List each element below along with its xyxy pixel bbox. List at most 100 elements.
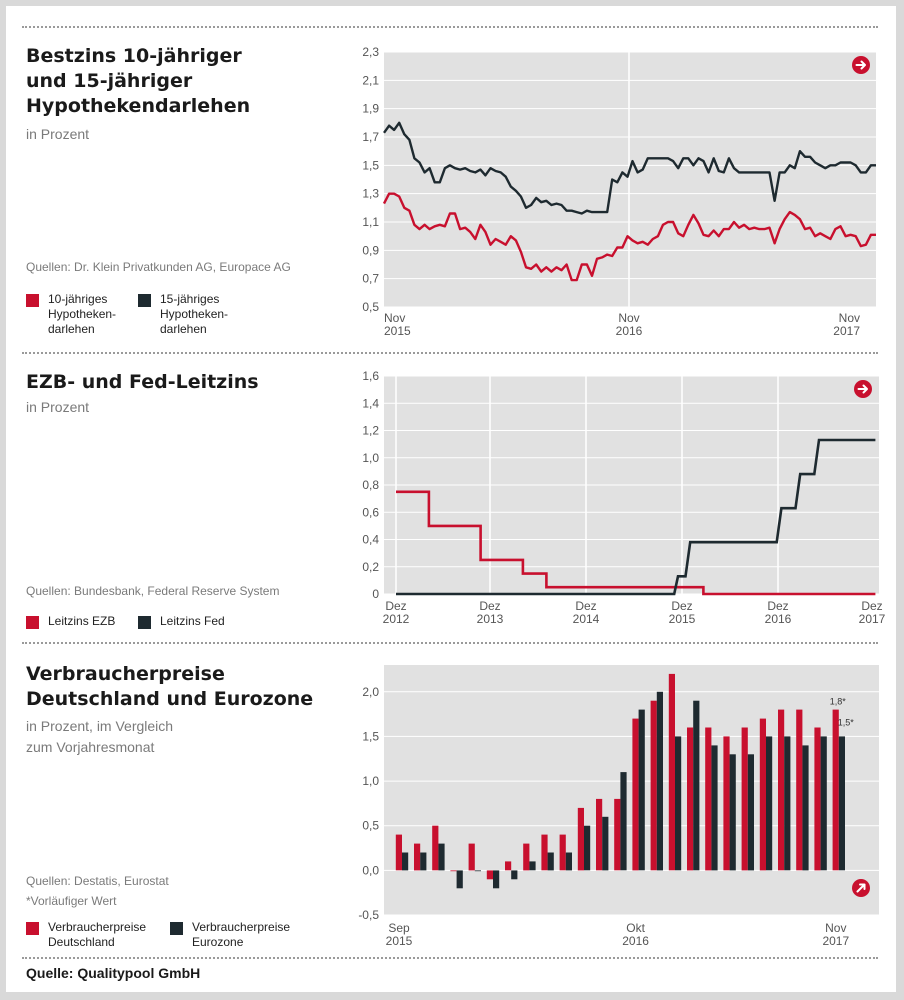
separator: [22, 957, 878, 959]
legend-swatch-dark: [138, 616, 151, 629]
bar-eurozone: [493, 870, 500, 889]
legend-swatch-red: [26, 922, 39, 935]
mortgage-xtick-label: Nov: [618, 311, 639, 325]
mortgage-ytick-label: 1,1: [362, 215, 379, 229]
series-line-ecb: [396, 490, 876, 596]
panel2-subtitle: in Prozent: [26, 399, 90, 415]
series-line-fed: [396, 438, 876, 596]
arrow-right-circle-icon-arrow: [857, 384, 868, 394]
legend-label-ecb: Leitzins EZB: [48, 614, 116, 628]
keyrate-xtick-label: 2017: [859, 612, 886, 626]
bar-germany: [741, 727, 748, 871]
bar-eurozone: [711, 745, 718, 871]
keyrate-ytick-label: 0: [372, 587, 379, 601]
bar-germany: [796, 709, 803, 871]
legend-label-fed: Leitzins Fed: [160, 614, 225, 628]
legend-item-eurozone: Verbraucherpreise Eurozone: [170, 920, 290, 950]
bar-eurozone: [820, 736, 827, 871]
panel2-title: EZB- und Fed-Leitzins: [26, 371, 259, 393]
bar-germany: [614, 798, 621, 871]
legend-label-eurozone: Verbraucherpreise Eurozone: [192, 920, 291, 949]
key-rate-chart: 00,20,40,60,81,01,21,41,6Dez2012Dez2013D…: [362, 369, 886, 626]
bar-eurozone: [420, 852, 427, 871]
separator: [22, 26, 878, 28]
legend-swatch-dark: [138, 294, 151, 307]
mortgage-ytick-label: 0,7: [362, 272, 379, 286]
plot-area: [384, 52, 876, 307]
mortgage-xtick-label: 2017: [833, 324, 860, 338]
series-line-10-year: [382, 192, 876, 282]
panel2-source: Quellen: Bundesbank, Federal Reserve Sys…: [26, 584, 280, 598]
legend-swatch-red: [26, 616, 39, 629]
keyrate-ytick-label: 0,2: [362, 560, 379, 574]
prices-ytick-label: 0,5: [362, 819, 379, 833]
mortgage-xtick-label: Nov: [384, 311, 405, 325]
bar-eurozone: [565, 852, 572, 871]
bar-germany: [832, 709, 839, 871]
mortgage-ytick-label: 2,3: [362, 45, 379, 59]
bar-eurozone: [656, 691, 663, 871]
mortgage-ytick-label: 1,3: [362, 187, 379, 201]
bar-germany: [505, 861, 512, 871]
keyrate-ytick-label: 0,6: [362, 505, 379, 519]
bar-germany: [668, 673, 675, 871]
keyrate-xtick-label: 2016: [765, 612, 792, 626]
prices-xtick-label: Sep: [388, 921, 410, 935]
legend-item-germany: Verbraucherpreise Deutschland: [26, 920, 146, 950]
panel1-title: Bestzins 10-jähriger und 15-jähriger Hyp…: [26, 45, 251, 117]
legend-label-15-year: 15-jähriges Hypotheken- darlehen: [160, 292, 229, 336]
prices-ytick-label: 2,0: [362, 685, 379, 699]
bar-eurozone: [474, 870, 481, 872]
keyrate-ytick-label: 1,4: [362, 396, 379, 410]
bar-eurozone: [766, 736, 773, 871]
keyrate-xtick-label: 2015: [669, 612, 696, 626]
bar-eurozone: [438, 843, 445, 871]
prices-xtick-label: 2015: [386, 934, 413, 948]
mortgage-ytick-label: 1,9: [362, 102, 379, 116]
prices-xtick-label: 2016: [622, 934, 649, 948]
bar-eurozone: [620, 772, 627, 871]
legend-swatch-red: [26, 294, 39, 307]
keyrate-ytick-label: 1,2: [362, 424, 379, 438]
separator: [22, 642, 878, 644]
prices-xtick-label: Nov: [825, 921, 846, 935]
arrow-right-circle-icon-arrow: [855, 60, 866, 70]
bar-eurozone: [402, 852, 409, 871]
mortgage-xtick-label: 2016: [616, 324, 643, 338]
keyrate-ytick-label: 1,6: [362, 369, 379, 383]
legend-label-germany: Verbraucherpreise Deutschland: [48, 920, 147, 949]
bar-eurozone: [838, 736, 845, 871]
bar-germany: [432, 825, 439, 871]
bar-eurozone: [802, 745, 809, 871]
bar-eurozone: [747, 754, 754, 871]
bar-germany: [632, 718, 639, 871]
bar-eurozone: [511, 870, 518, 880]
keyrate-xtick-label: 2014: [573, 612, 600, 626]
consumer-prices-chart: -0,50,00,51,01,52,01,8*1,5*Sep2015Okt201…: [358, 665, 879, 948]
data-label-eurozone: 1,5*: [838, 717, 855, 727]
bar-eurozone: [584, 825, 591, 871]
bar-eurozone: [784, 736, 791, 871]
bar-germany: [559, 834, 566, 871]
bar-eurozone: [675, 736, 682, 871]
bar-eurozone: [547, 852, 554, 871]
legend-swatch-dark: [170, 922, 183, 935]
bar-germany: [468, 843, 475, 871]
bar-germany: [705, 727, 712, 871]
bar-germany: [759, 718, 766, 871]
bar-germany: [723, 736, 730, 871]
prices-ytick-label: 1,0: [362, 774, 379, 788]
bar-germany: [450, 870, 457, 872]
bar-eurozone: [456, 870, 463, 889]
mortgage-xtick-label: Nov: [839, 311, 860, 325]
keyrate-ytick-label: 0,8: [362, 478, 379, 492]
keyrate-ytick-label: 0,4: [362, 533, 379, 547]
bar-germany: [523, 843, 530, 871]
bar-germany: [687, 727, 694, 871]
mortgage-ytick-label: 2,1: [362, 73, 379, 87]
bar-eurozone: [602, 816, 609, 871]
bar-germany: [778, 709, 785, 871]
legend-item-15-year: 15-jähriges Hypotheken- darlehen: [138, 292, 228, 337]
mortgage-xtick-label: 2015: [384, 324, 411, 338]
legend-item-10-year: 10-jähriges Hypotheken- darlehen: [26, 292, 116, 337]
